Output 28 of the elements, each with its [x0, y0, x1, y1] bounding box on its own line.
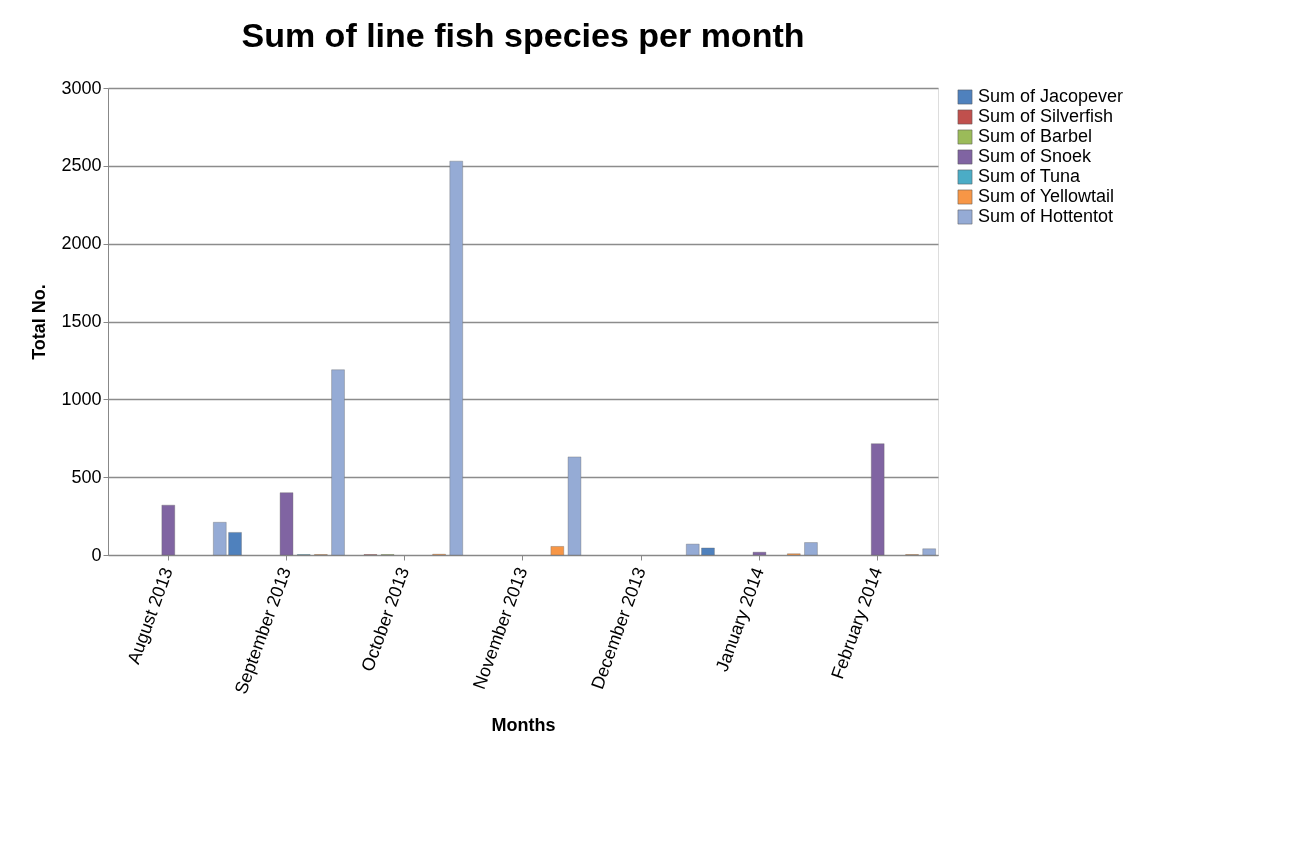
bar	[752, 551, 767, 556]
legend-label: Sum of Barbel	[978, 126, 1093, 146]
x-axis-title: Months	[491, 714, 556, 735]
legend-label: Sum of Hottentot	[978, 206, 1114, 226]
y-tick-label: 2500	[61, 155, 102, 176]
legend-label: Sum of Jacopever	[978, 86, 1124, 106]
bar	[567, 456, 582, 556]
y-tick-label: 1000	[61, 388, 102, 409]
y-tick-label: 3000	[61, 77, 102, 98]
legend-label: Sum of Snoek	[978, 146, 1093, 166]
legend-label: Sum of Yellowtail	[978, 186, 1115, 206]
bar	[161, 504, 176, 556]
bar	[550, 546, 565, 556]
bar	[331, 369, 345, 556]
legend-label: Sum of Tuna	[978, 166, 1082, 186]
y-tick-label: 1500	[61, 311, 102, 331]
bar	[449, 160, 463, 556]
chart-title: Sum of line fish species per month	[241, 16, 805, 54]
bar	[279, 492, 294, 556]
y-axis-title: Total No.	[29, 284, 50, 360]
x-tick-label: August 2013	[123, 564, 177, 667]
y-tick-label: 2000	[61, 233, 102, 254]
bar	[804, 542, 818, 556]
legend-label: Sum of Silverfish	[978, 106, 1114, 126]
y-tick-label: 0	[91, 544, 102, 565]
bar	[922, 548, 936, 556]
bar	[870, 443, 885, 556]
y-tick-label: 500	[71, 466, 102, 487]
